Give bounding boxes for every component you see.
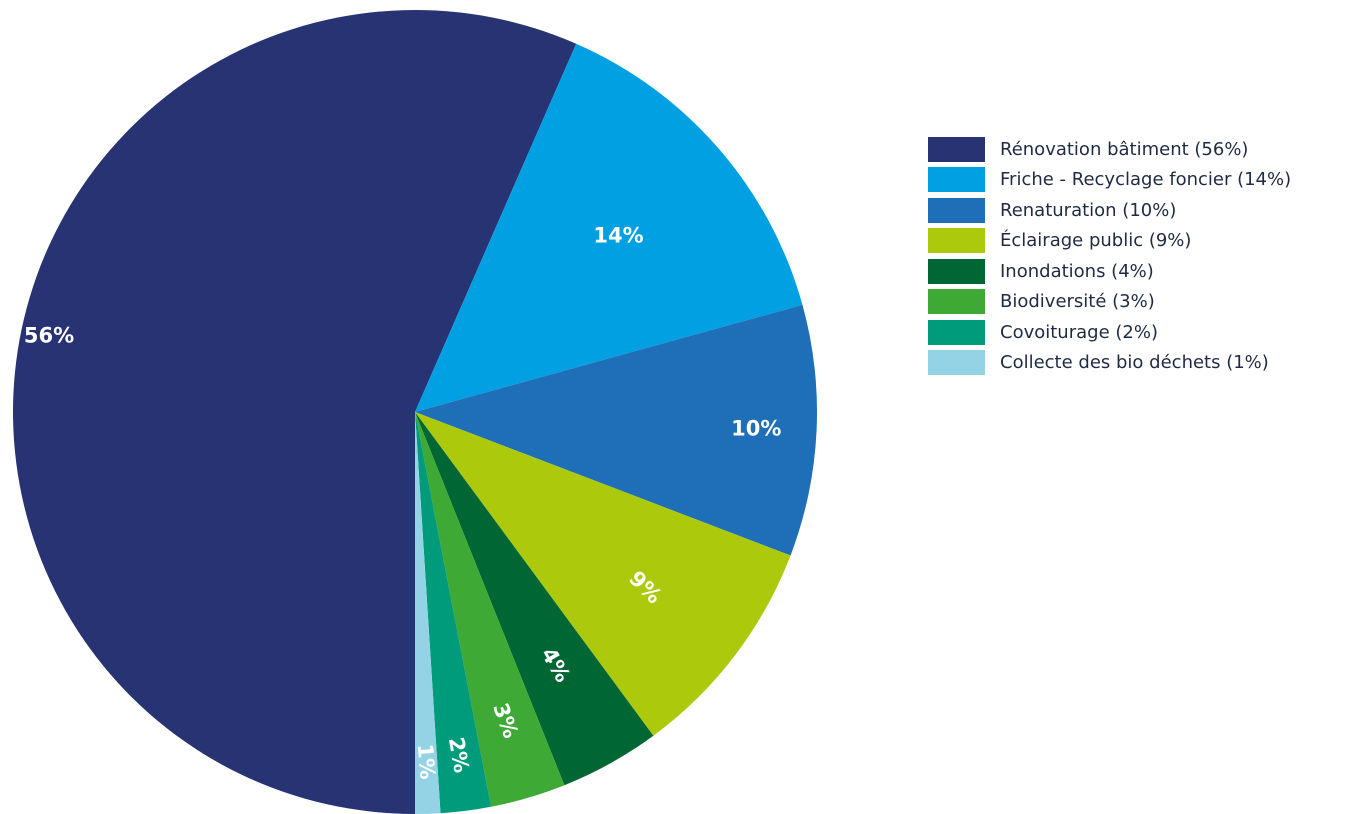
- legend-label: Rénovation bâtiment (56%): [1000, 138, 1249, 160]
- pie-slice-covoiturage: [415, 412, 492, 814]
- pie-slice-eclairage-public: [415, 412, 791, 736]
- pie-slice-renaturation: [415, 304, 817, 556]
- legend-item-collecte-des-bio-dechets: Collecte des bio déchets (1%): [928, 348, 1291, 379]
- legend-swatch: [928, 167, 985, 193]
- legend-swatch: [928, 289, 985, 315]
- legend-item-eclairage-public: Éclairage public (9%): [928, 226, 1291, 257]
- pie-slice-collecte-des-bio-dechets: [415, 412, 441, 814]
- legend-item-covoiturage: Covoiturage (2%): [928, 317, 1291, 348]
- legend-item-friche-recyclage-foncier: Friche - Recyclage foncier (14%): [928, 165, 1291, 196]
- legend-swatch: [928, 319, 985, 345]
- legend-label: Covoiturage (2%): [1000, 321, 1158, 343]
- legend-label: Éclairage public (9%): [1000, 230, 1192, 252]
- legend-item-renaturation: Renaturation (10%): [928, 195, 1291, 226]
- legend-swatch: [928, 350, 985, 376]
- data-label-collecte-des-bio-dechets: 1%: [413, 743, 440, 781]
- legend-label: Renaturation (10%): [1000, 199, 1177, 221]
- legend-label: Friche - Recyclage foncier (14%): [1000, 169, 1292, 191]
- chart-legend: Rénovation bâtiment (56%) Friche - Recycl…: [928, 134, 1291, 378]
- data-label-friche-recyclage-foncier: 14%: [593, 224, 643, 248]
- legend-label: Inondations (4%): [1000, 260, 1154, 282]
- legend-swatch: [928, 136, 985, 162]
- pie-slice-biodiversite: [415, 412, 565, 807]
- legend-item-inondations: Inondations (4%): [928, 256, 1291, 287]
- legend-swatch: [928, 258, 985, 284]
- legend-item-biodiversite: Biodiversité (3%): [928, 287, 1291, 318]
- pie-slice-friche-recyclage-foncier: [415, 43, 803, 413]
- pie-slice-renovation-batiment: [13, 10, 577, 814]
- legend-label: Biodiversité (3%): [1000, 291, 1155, 313]
- data-label-renovation-batiment: 56%: [24, 323, 74, 347]
- pie-slice-inondations: [415, 412, 654, 786]
- legend-item-renovation-batiment: Rénovation bâtiment (56%): [928, 134, 1291, 165]
- legend-swatch: [928, 228, 985, 254]
- pie-slices: [13, 10, 817, 814]
- data-label-renaturation: 10%: [731, 416, 781, 440]
- legend-swatch: [928, 197, 985, 223]
- legend-label: Collecte des bio déchets (1%): [1000, 352, 1269, 374]
